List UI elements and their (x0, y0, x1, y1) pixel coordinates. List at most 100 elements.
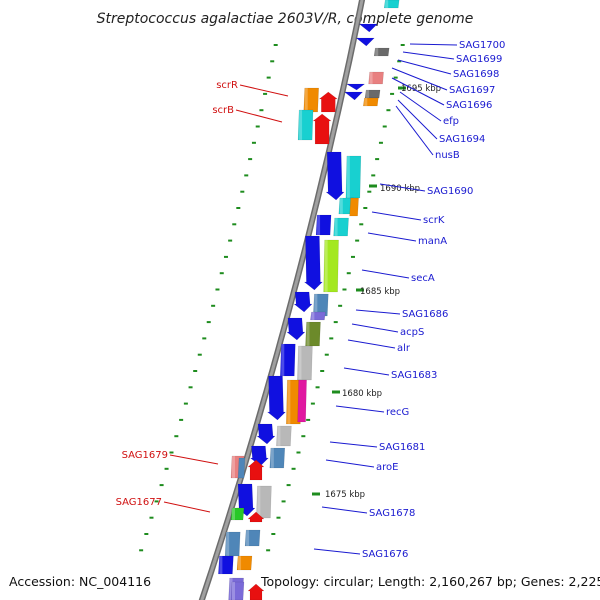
gene-label-right[interactable]: acpS (400, 327, 424, 338)
gene-label-right[interactable]: aroE (376, 462, 398, 473)
gene-label-right[interactable]: SAG1676 (362, 549, 408, 560)
gene-feature[interactable] (345, 155, 362, 199)
gene-highlight (317, 215, 321, 235)
gene-label-right[interactable]: SAG1697 (449, 85, 495, 96)
tick-outer (382, 125, 387, 128)
gene-feature[interactable] (310, 311, 326, 321)
gene-feature[interactable] (247, 511, 265, 523)
gene-feature[interactable] (286, 379, 302, 425)
gene-label-right[interactable]: SAG1686 (402, 309, 448, 320)
gene-highlight (339, 198, 343, 214)
tick-outer (371, 174, 376, 177)
tick-inner (154, 500, 159, 503)
gene-feature[interactable] (276, 425, 292, 447)
scale-tick (312, 492, 320, 496)
gene-feature[interactable] (355, 37, 375, 47)
gene-feature[interactable] (383, 0, 400, 9)
gene-label-right[interactable]: SAG1696 (446, 100, 492, 111)
topology-text: Topology: circular; Length: 2,160,267 bp… (260, 574, 600, 589)
gene-feature[interactable] (363, 97, 379, 107)
gene-highlight (238, 556, 242, 570)
gene-feature[interactable] (364, 89, 381, 99)
gene-feature[interactable] (297, 109, 314, 141)
gene-feature[interactable] (266, 375, 287, 421)
gene-feature[interactable] (236, 555, 253, 571)
gene-feature[interactable] (247, 459, 265, 481)
gene-feature[interactable] (325, 151, 345, 201)
tick-outer (375, 158, 380, 161)
gene-highlight (229, 578, 233, 600)
gene-feature[interactable] (293, 291, 313, 313)
gene-feature[interactable] (368, 71, 384, 85)
gene-label-right[interactable]: SAG1683 (391, 370, 437, 381)
gene-feature[interactable] (247, 583, 265, 600)
label-leader (367, 232, 417, 242)
gene-label-right[interactable]: SAG1700 (459, 40, 505, 51)
label-leader (313, 548, 361, 555)
gene-feature[interactable] (218, 555, 234, 575)
tick-inner (197, 353, 202, 356)
gene-highlight (219, 556, 223, 574)
tick-inner (164, 467, 169, 470)
backbone-layer (198, 0, 366, 600)
gene-highlight (299, 110, 303, 140)
label-leader (397, 99, 438, 140)
gene-label-right[interactable]: secA (411, 273, 435, 284)
gene-label-right[interactable]: recG (386, 407, 409, 418)
scale-tick (332, 390, 340, 394)
gene-feature[interactable] (373, 47, 390, 57)
tick-outer (266, 549, 271, 552)
label-leader (395, 105, 434, 156)
gene-label-right[interactable]: SAG1698 (453, 69, 499, 80)
gene-label-right[interactable]: alr (397, 343, 411, 354)
gene-feature[interactable] (280, 343, 296, 377)
gene-feature[interactable] (237, 457, 246, 479)
gene-feature[interactable] (303, 87, 319, 113)
gene-feature[interactable] (303, 235, 324, 291)
gene-feature[interactable] (269, 447, 286, 469)
gene-label-right[interactable]: SAG1690 (427, 186, 473, 197)
gene-feature[interactable] (305, 321, 321, 347)
label-leader (343, 367, 390, 376)
gene-feature[interactable] (323, 239, 339, 293)
gene-feature[interactable] (244, 529, 261, 547)
gene-feature[interactable] (256, 485, 272, 519)
gene-feature[interactable] (256, 423, 276, 445)
gene-feature[interactable] (230, 507, 245, 521)
gene-label-left[interactable]: SAG1679 (122, 450, 168, 461)
gene-feature[interactable] (349, 197, 359, 217)
gene-label-left[interactable]: scrB (212, 105, 234, 116)
gene-label-right[interactable]: manA (418, 236, 447, 247)
gene-label-left[interactable]: SAG1677 (116, 497, 162, 508)
gene-feature[interactable] (333, 217, 349, 237)
tick-inner (270, 60, 275, 63)
gene-feature[interactable] (297, 379, 307, 423)
gene-label-right[interactable]: SAG1694 (439, 134, 485, 145)
gene-feature[interactable] (318, 91, 339, 113)
gene-label-right[interactable]: scrK (423, 215, 445, 226)
gene-label-right[interactable]: SAG1678 (369, 508, 415, 519)
tick-inner (202, 337, 207, 340)
tick-outer (386, 109, 391, 112)
label-leader (409, 43, 458, 46)
tick-inner (188, 386, 193, 389)
gene-feature[interactable] (297, 345, 313, 381)
label-leader (169, 454, 219, 465)
gene-feature[interactable] (313, 293, 329, 317)
gene-feature[interactable] (315, 214, 332, 236)
gene-label-right[interactable]: SAG1699 (456, 54, 502, 65)
gene-feature[interactable] (358, 23, 378, 33)
gene-label-right[interactable]: efp (443, 116, 459, 127)
gene-feature[interactable] (343, 91, 364, 101)
gene-feature[interactable] (286, 317, 306, 341)
gene-feature[interactable] (312, 113, 332, 145)
gene-feature[interactable] (230, 581, 245, 600)
gene-label-right[interactable]: SAG1681 (379, 442, 425, 453)
gene-highlight (364, 98, 368, 106)
gene-feature[interactable] (345, 83, 366, 91)
ticks-layer (139, 44, 406, 552)
gene-label-left[interactable]: scrR (216, 80, 238, 91)
gene-label-right[interactable]: nusB (435, 150, 460, 161)
label-leader (335, 405, 385, 413)
